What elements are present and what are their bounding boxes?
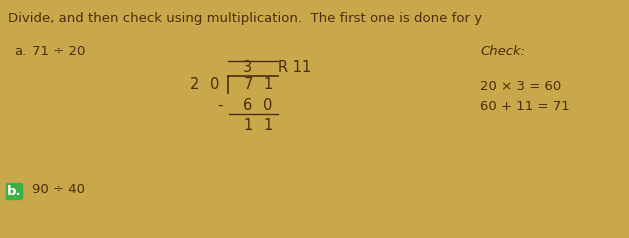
- FancyBboxPatch shape: [6, 183, 23, 199]
- Text: -: -: [217, 98, 223, 113]
- Text: 60 + 11 = 71: 60 + 11 = 71: [480, 100, 570, 113]
- Text: 0: 0: [264, 98, 273, 113]
- Text: 0: 0: [210, 77, 220, 92]
- Text: 1: 1: [264, 77, 272, 92]
- Text: 20 × 3 = 60: 20 × 3 = 60: [480, 80, 561, 93]
- Text: Divide, and then check using multiplication.  The first one is done for y: Divide, and then check using multiplicat…: [8, 12, 482, 25]
- Text: 1: 1: [243, 118, 253, 133]
- Text: 1: 1: [264, 118, 272, 133]
- Text: Check:: Check:: [480, 45, 525, 58]
- Text: a.: a.: [14, 45, 26, 58]
- Text: b.: b.: [7, 185, 22, 198]
- Text: 3: 3: [243, 60, 253, 75]
- Text: 71 ÷ 20: 71 ÷ 20: [32, 45, 86, 58]
- Text: 90 ÷ 40: 90 ÷ 40: [32, 183, 85, 196]
- Text: 7: 7: [243, 77, 253, 92]
- Text: 2: 2: [191, 77, 199, 92]
- Text: R 11: R 11: [278, 60, 311, 75]
- Text: 6: 6: [243, 98, 253, 113]
